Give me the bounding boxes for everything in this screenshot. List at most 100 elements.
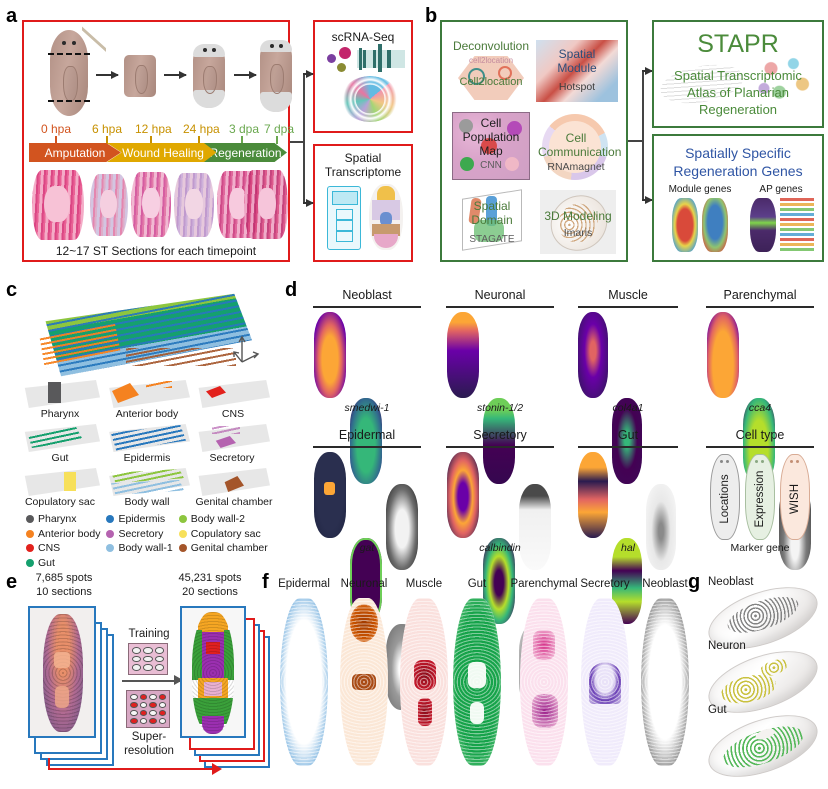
method-tile-cell-communication[interactable]: Cell Communication RNAmagnet [538, 110, 622, 182]
structure-label-epidermis: Epidermis [123, 452, 171, 464]
timeline-bar: Amputation Wound Healing Regeneration [29, 143, 287, 162]
structure-epidermis[interactable] [104, 424, 190, 452]
st-worm-map-icon [369, 184, 403, 250]
legend-label-genital-chamber: Genital chamber [190, 542, 268, 554]
panel-e-label: e [6, 571, 18, 593]
legend-label-cns: CNS [38, 542, 61, 554]
d-card-parenchymal[interactable]: Parenchymal cca4 [700, 288, 820, 570]
d-map-locations-epidermal [314, 452, 346, 538]
structure-body-wall[interactable] [104, 468, 190, 496]
d-card-neoblast[interactable]: Neoblast smedwi-1 [307, 288, 427, 570]
timeline-tick-4: 3 dpa [229, 122, 260, 136]
e-step-superres-l1: Super- [131, 731, 167, 743]
e-right-sections: 20 sections [182, 586, 238, 598]
f-label-neuronal: Neuronal [340, 578, 388, 590]
key-column-locations: Locations [710, 454, 740, 540]
key-label-expression: Expression [754, 470, 766, 528]
worm-intact [46, 26, 106, 116]
g-label-neuron: Neuron [708, 640, 746, 652]
method-title-deconvolution: Deconvolution [452, 39, 530, 53]
f-map-parenchymal [520, 598, 568, 766]
d-rule-secretory [446, 446, 554, 448]
d-map-wish-neuronal [519, 484, 551, 570]
method-title-cc-l1: Cell [565, 131, 587, 145]
legend-label-body-wall-2: Body wall-2 [190, 513, 246, 525]
structure-genital-chamber[interactable] [194, 468, 270, 496]
d-map-locations-neuronal [447, 312, 479, 398]
legend-label-secretory: Secretory [118, 527, 164, 540]
d-gene-secretory: calbindin [479, 542, 521, 554]
legend-item-genital-chamber: Genital chamber [178, 542, 268, 554]
d-map-locations-parenchymal [707, 312, 739, 398]
f-map-neuronal [340, 598, 388, 766]
d-title-cell-type: Cell type [735, 428, 785, 442]
method-tool-hotspot: Hotspot [558, 81, 596, 93]
d-card-epidermal[interactable]: Epidermal gat [307, 428, 427, 710]
structure-copulatory-sac[interactable] [20, 468, 100, 496]
method-tile-spatial-domain[interactable]: Spatial Domain STAGATE [452, 189, 532, 254]
cell-dot-1 [327, 54, 336, 63]
structure-pharynx[interactable] [20, 380, 100, 408]
method-title-sd-l2: Domain [471, 213, 513, 227]
method-tile-deconvolution[interactable]: Deconvolution cell2location Cell2locatio… [452, 39, 530, 102]
e-arrow-line [122, 680, 180, 682]
d-map-expression-neoblast [350, 398, 382, 484]
structure-label-cns: CNS [221, 408, 245, 420]
legend-dot-body-wall-1 [106, 544, 115, 552]
d-gene-epidermal: gat [359, 542, 375, 554]
f-label-gut: Gut [467, 578, 487, 590]
d-card-neuronal[interactable]: Neuronal stonin-1/2 [440, 288, 560, 570]
f-label-neoblast: Neoblast [642, 578, 688, 590]
ap-gene-ridgeline [780, 198, 814, 252]
panel-c-3d-overview [30, 292, 252, 378]
timeline-segment-amputation: Amputation [29, 143, 121, 162]
d-card-gut[interactable]: Gut hal [572, 428, 684, 710]
d-title-neuronal: Neuronal [474, 288, 526, 302]
d-map-expression-muscle [612, 398, 642, 484]
d-gene-gut: hal [620, 542, 635, 554]
d-map-expression-neuronal [483, 398, 515, 484]
d-title-gut: Gut [617, 428, 639, 442]
e-superres-grid-icon [126, 690, 170, 728]
timeline-segment-wound-healing: Wound Healing [107, 143, 219, 162]
method-tool-rnamagnet: RNAmagnet [547, 161, 605, 173]
structure-anterior-body[interactable] [104, 380, 190, 408]
structure-label-body-wall: Body wall [124, 496, 170, 508]
f-map-secretory [581, 598, 629, 766]
d-rule-gut [578, 446, 678, 448]
panel-b-label: b [425, 5, 438, 27]
legend-item-gut: Gut [26, 557, 100, 569]
d-card-muscle[interactable]: Muscle col4a1 [572, 288, 684, 570]
e-step-superres-l2: resolution [124, 745, 174, 757]
method-tile-spatial-module[interactable]: Spatial Module Hotspot [536, 40, 618, 102]
spatial-transcriptome-title-l1: Spatial [344, 151, 382, 165]
legend-item-pharynx: Pharynx [26, 513, 100, 525]
structure-secretory[interactable] [194, 424, 270, 452]
legend-dot-cns [26, 544, 34, 552]
stapr-expansion-l2: Atlas of Planarian [687, 85, 789, 100]
d-map-wish-muscle [646, 484, 676, 570]
d-card-secretory[interactable]: Secretory calbindin [440, 428, 560, 710]
stapr-acronym: STAPR [697, 30, 779, 58]
st-slide-icon [327, 186, 361, 250]
method-title-3d-modeling: 3D Modeling [544, 209, 612, 223]
arrow-to-genes [642, 195, 653, 204]
method-tile-3d-modeling[interactable]: 3D Modeling Imaris [539, 183, 619, 263]
structure-label-gut: Gut [51, 452, 69, 464]
structure-cns[interactable] [194, 380, 270, 408]
method-watermark-cell2location: cell2location [468, 56, 514, 65]
genes-title-l1: Spatially Specific [685, 145, 791, 161]
panel-b-methods-box: Deconvolution cell2location Cell2locatio… [440, 20, 628, 263]
method-title-cc-l2: Communication [538, 145, 622, 159]
legend-item-secretory: Secretory [106, 528, 172, 540]
structure-gut[interactable] [20, 424, 100, 452]
method-title-cpm-l2: Population [462, 130, 520, 144]
genes-sub-module: Module genes [668, 184, 732, 195]
method-tile-cell-population-map[interactable]: Cell Population Map CNN [452, 112, 530, 180]
cell-dot-3 [337, 63, 346, 72]
g-label-neoblast: Neoblast [708, 576, 754, 588]
d-card-cell-type-key: Cell type Locations Expression WISH Mark… [700, 428, 820, 562]
legend-item-epidermis: Epidermis [106, 513, 172, 525]
d-rule-neoblast [313, 306, 421, 308]
key-label-wish: WISH [789, 483, 801, 515]
